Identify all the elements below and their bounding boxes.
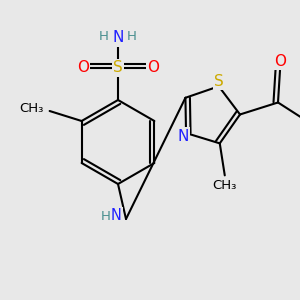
Text: H: H: [127, 29, 137, 43]
Text: S: S: [113, 61, 123, 76]
Text: N: N: [112, 31, 124, 46]
Text: O: O: [147, 61, 159, 76]
Text: N: N: [177, 129, 189, 144]
Text: H: H: [99, 29, 109, 43]
Text: H: H: [101, 209, 111, 223]
Text: S: S: [214, 74, 224, 89]
Text: O: O: [274, 54, 286, 69]
Text: O: O: [77, 61, 89, 76]
Text: N: N: [111, 208, 122, 224]
Text: CH₃: CH₃: [213, 179, 237, 192]
Text: CH₃: CH₃: [19, 103, 44, 116]
